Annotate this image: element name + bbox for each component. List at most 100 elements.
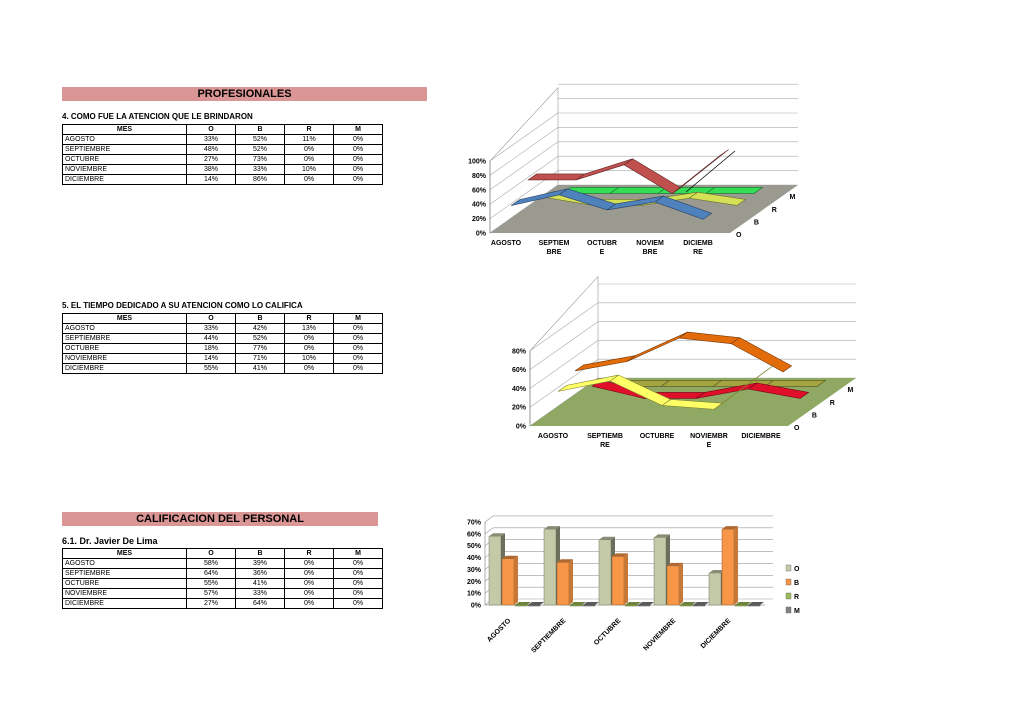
x-tick-label: E: [707, 442, 712, 449]
y-tick-label: 30%: [467, 567, 482, 574]
y-tick-label: 0%: [471, 603, 482, 610]
table-row: DICIEMBRE 55% 41% 0% 0%: [62, 363, 383, 374]
x-tick-label: AGOSTO: [486, 617, 513, 644]
y-tick-label: 40%: [512, 386, 527, 393]
bar-B: [721, 528, 735, 606]
y-tick-label: 0%: [476, 231, 487, 238]
x-tick-label: AGOSTO: [538, 433, 569, 440]
leader-line: [685, 150, 736, 193]
gridline: [489, 112, 559, 162]
series-B-segment: [678, 331, 741, 344]
bar-B: [611, 556, 625, 606]
x-tick-label: SEPTIEMB: [587, 433, 623, 440]
bar-R-top: [625, 602, 641, 605]
bar-B-top: [502, 555, 518, 559]
legend-label: B: [794, 580, 799, 587]
bar-M-top: [583, 602, 599, 605]
question-title: 6.1. Dr. Javier De Lima: [62, 536, 158, 546]
legend-swatch-M: [785, 606, 792, 614]
x-tick-label: OCTUBRE: [593, 617, 623, 647]
depth-axis-label: M: [790, 194, 796, 201]
x-tick-label: DICIEMBRE: [741, 433, 781, 440]
series-R-segment: [747, 382, 810, 399]
y-tick-label: 100%: [468, 159, 487, 166]
bar-O: [488, 535, 502, 606]
bar-R: [624, 604, 638, 607]
legend-label: O: [794, 566, 800, 573]
y-tick-label: 80%: [472, 173, 487, 180]
bar-O-top: [709, 569, 725, 573]
results-table: MES O B R M AGOSTO 33% 52% 11% 0% SEPTIEMBRE 48% 52%…: [62, 124, 383, 185]
x-tick-label: RE: [600, 442, 610, 449]
table-row: DICIEMBRE 27% 64% 0% 0%: [62, 598, 383, 609]
y-tick-label: 20%: [467, 579, 482, 586]
table-cell: 0%: [333, 363, 383, 374]
table-row: DICIEMBRE 14% 86% 0% 0%: [62, 174, 383, 185]
bar-B-side: [679, 562, 683, 605]
x-tick-label: OCTUBRE: [640, 433, 675, 440]
gridline: [489, 155, 559, 205]
bar-B: [501, 558, 515, 606]
bar-M: [527, 604, 541, 607]
legend-swatch-O: [785, 564, 792, 572]
series-B-segment: [575, 158, 633, 181]
y-tick-label: 60%: [472, 187, 487, 194]
series-M-segment: [764, 380, 827, 387]
depth-axis-label: O: [736, 232, 742, 239]
series-B-segment: [626, 331, 688, 362]
depth-axis-label: B: [754, 219, 759, 226]
bar-R: [514, 604, 528, 607]
bar-O-top: [599, 536, 615, 540]
bar-R: [569, 604, 583, 607]
x-tick-label: DICIEMBRE: [700, 617, 733, 650]
depth-axis-label: R: [772, 207, 777, 214]
x-tick-label: E: [600, 249, 605, 256]
y-tick-label: 80%: [512, 348, 527, 355]
bar-R-top: [735, 602, 751, 605]
bar-O-top: [654, 534, 670, 538]
question-title: 4. COMO FUE LA ATENCION QUE LE BRINDARON: [62, 112, 253, 121]
depth-axis-label: M: [848, 387, 854, 394]
series-O-segment: [654, 195, 713, 220]
bar-R-top: [570, 602, 586, 605]
bar-O: [708, 572, 722, 606]
series-O-segment: [713, 364, 775, 410]
bar-O: [653, 537, 667, 606]
bar-M-top: [693, 602, 709, 605]
bar-O-top: [489, 533, 505, 537]
x-tick-label: SEPTIEM: [539, 240, 570, 247]
table-cell: 0%: [333, 598, 383, 609]
legend-swatch-R: [785, 592, 792, 600]
x-tick-label: NOVIEMBR: [690, 433, 728, 440]
x-tick-label: BRE: [643, 249, 658, 256]
bar-B-top: [557, 559, 573, 563]
depth-axis-label: R: [830, 400, 835, 407]
bar-B-top: [722, 526, 738, 530]
y-tick-label: 40%: [467, 555, 482, 562]
depth-axis-label: O: [794, 425, 800, 432]
x-tick-label: NOVIEM: [636, 240, 664, 247]
bar-R: [679, 604, 693, 607]
bar-O-top: [544, 526, 560, 530]
bar-B-top: [612, 553, 628, 557]
bar-M: [637, 604, 651, 607]
table-cell: 0%: [333, 174, 383, 185]
bar-B-side: [624, 553, 628, 605]
gridline: [484, 527, 494, 535]
bar-M-top: [748, 602, 764, 605]
legend-label: M: [794, 608, 800, 615]
question-title: 5. EL TIEMPO DEDICADO A SU ATENCION COMO…: [62, 301, 303, 310]
bar-M: [747, 604, 761, 607]
legend-label: R: [794, 594, 799, 601]
bar-R: [734, 604, 748, 607]
gridline: [484, 515, 494, 523]
bar-M-top: [528, 602, 544, 605]
x-tick-label: RE: [693, 249, 703, 256]
y-tick-label: 60%: [512, 367, 527, 374]
y-tick-label: 40%: [472, 202, 487, 209]
bar-B: [666, 565, 680, 606]
results-table: MES O B R M AGOSTO 33% 42% 13% 0% SEPTIEMBRE 44% 52%…: [62, 313, 383, 374]
x-tick-label: DICIEMB: [683, 240, 713, 247]
bar-B-side: [734, 526, 738, 605]
